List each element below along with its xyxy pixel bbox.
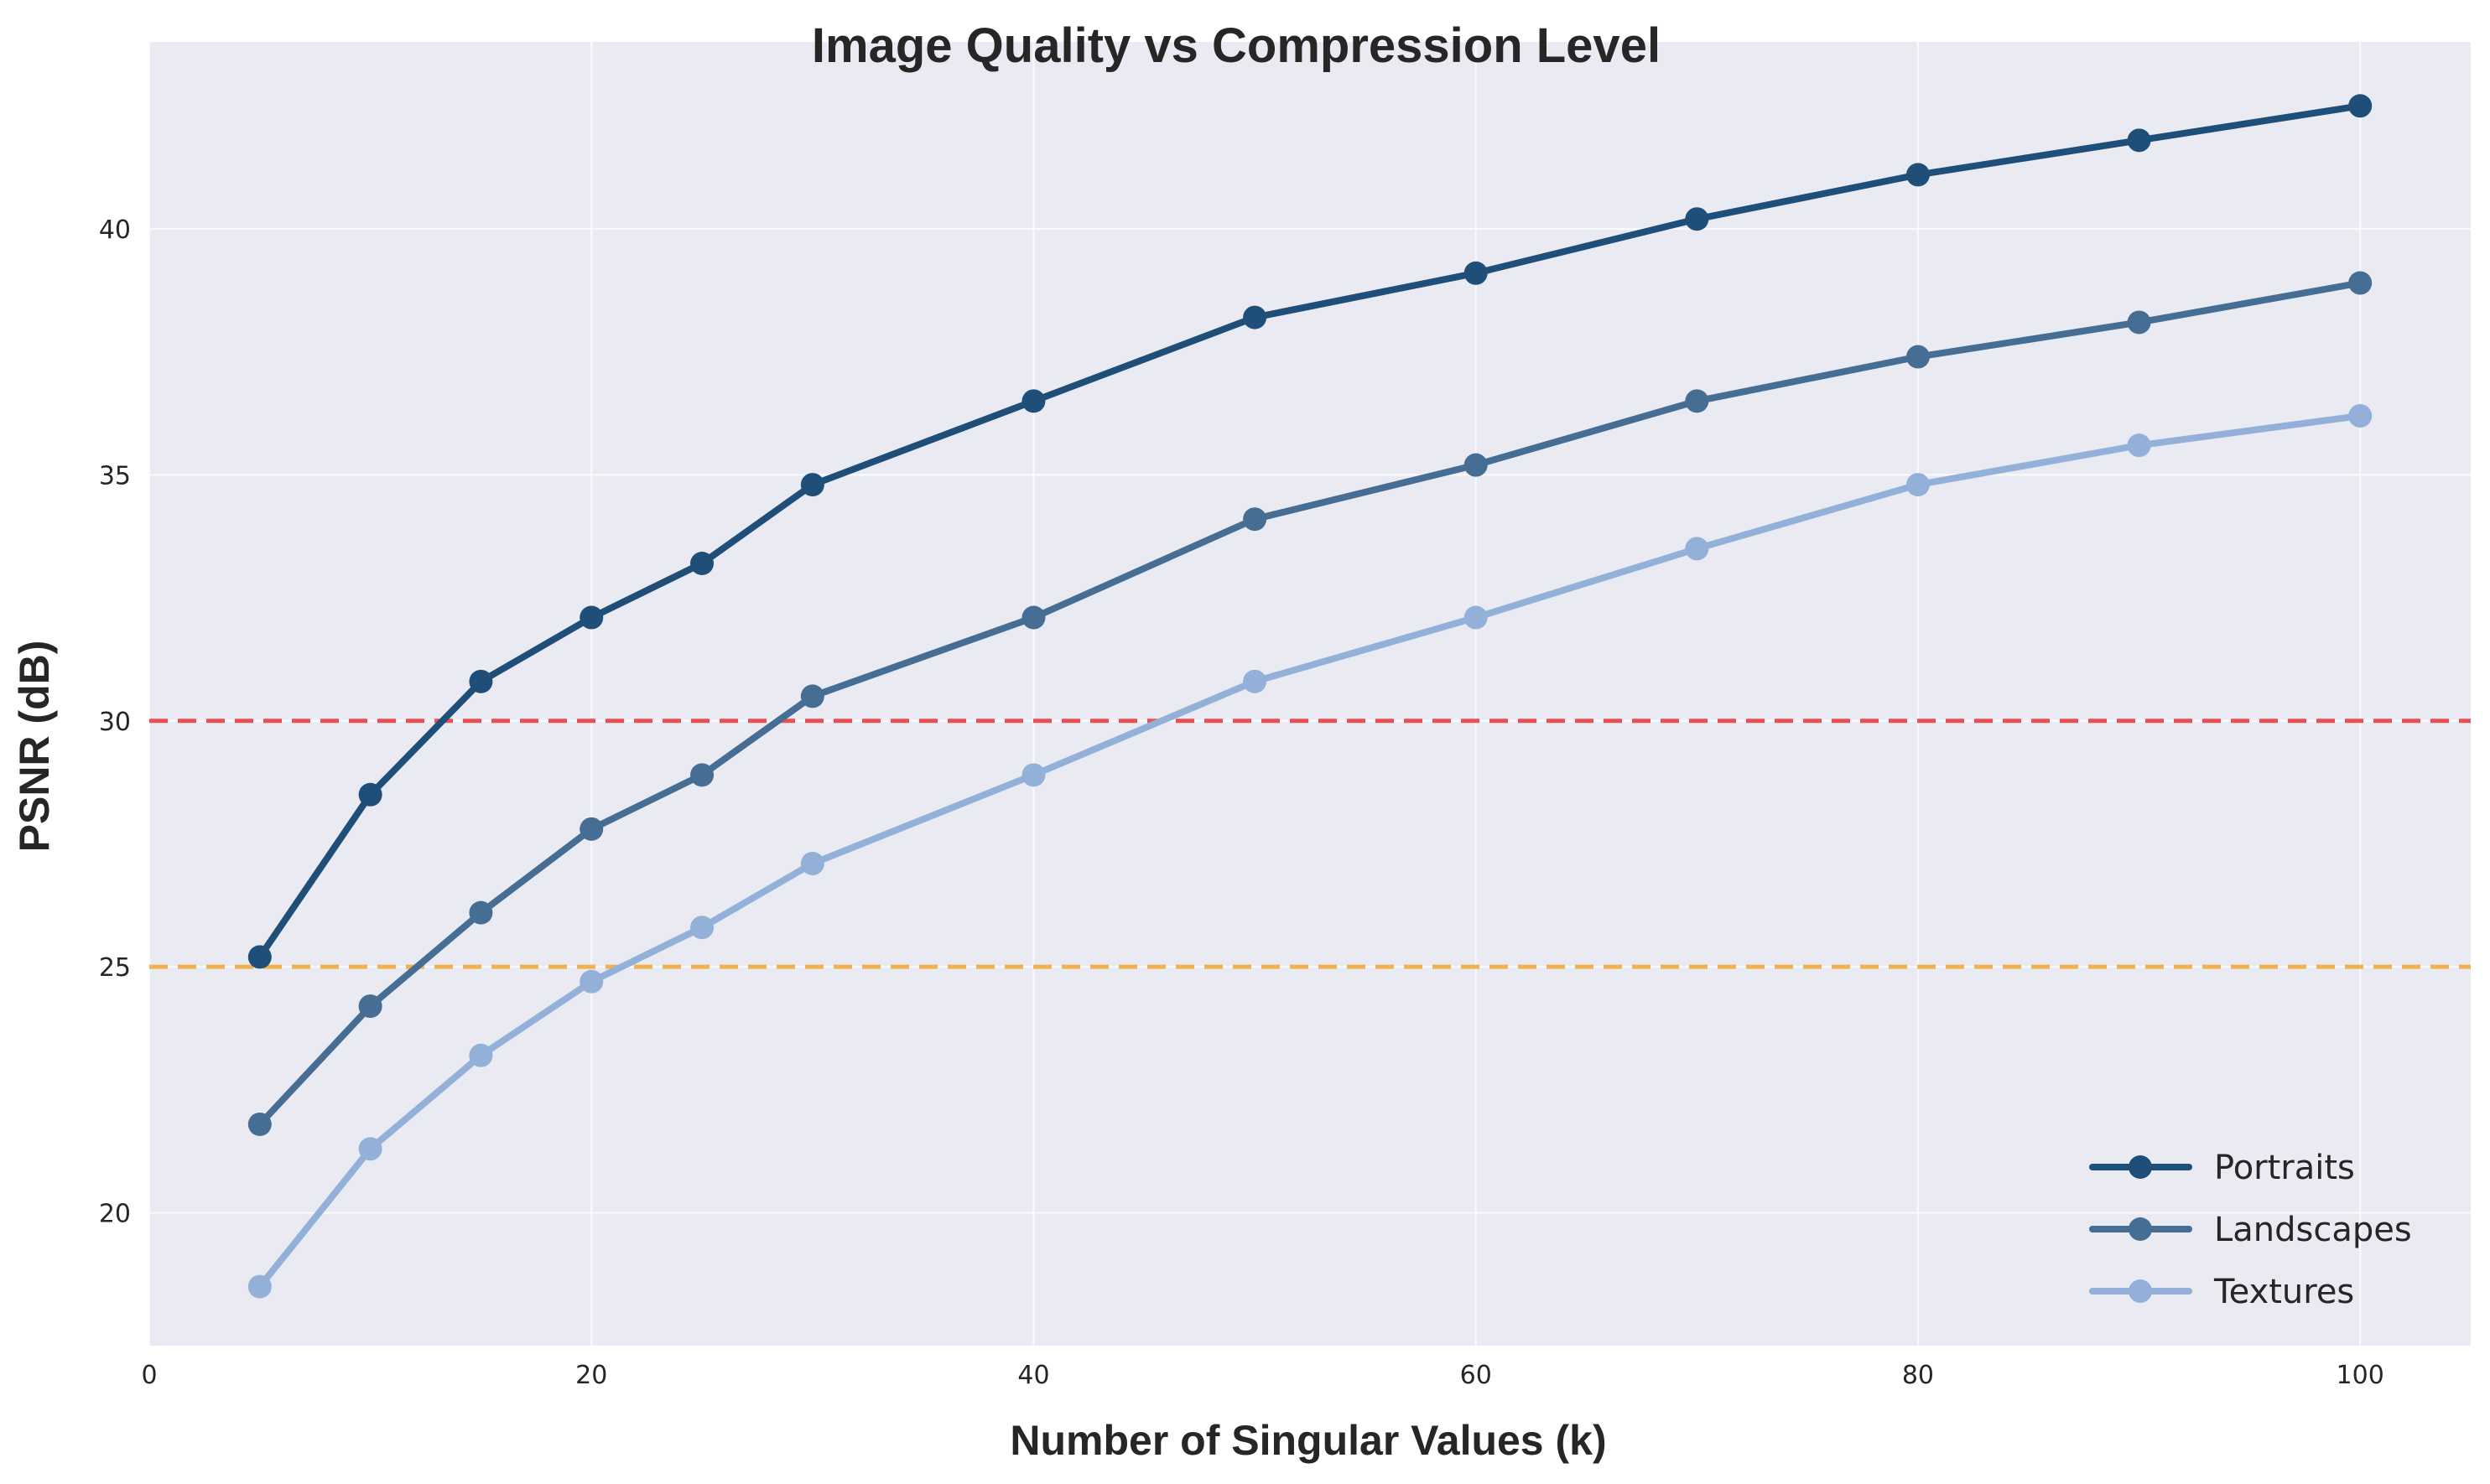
data-point bbox=[1021, 763, 1046, 787]
data-point bbox=[1463, 605, 1488, 630]
y-tick-label: 25 bbox=[99, 953, 131, 983]
legend-swatch-marker bbox=[2129, 1217, 2152, 1241]
tick-labels: 0 20 40 60 80 100 20 25 30 35 40 bbox=[99, 215, 2384, 1390]
plot-background bbox=[149, 42, 2471, 1346]
data-point bbox=[247, 945, 272, 969]
legend-swatch-marker bbox=[2129, 1279, 2152, 1303]
grid-lines bbox=[148, 42, 2471, 1346]
data-point bbox=[1905, 163, 1930, 187]
y-tick-label: 30 bbox=[99, 708, 131, 737]
data-point bbox=[247, 1112, 272, 1136]
x-axis-title: Number of Singular Values (k) bbox=[1010, 1417, 1606, 1464]
x-tick-label: 100 bbox=[2337, 1361, 2384, 1390]
data-point bbox=[2127, 128, 2151, 153]
x-tick-label: 40 bbox=[1017, 1361, 1049, 1390]
data-point bbox=[1463, 453, 1488, 477]
series-textures bbox=[247, 403, 2373, 1299]
chart-title: Image Quality vs Compression Level bbox=[812, 18, 1661, 73]
data-point bbox=[1685, 389, 1709, 413]
data-point bbox=[2348, 271, 2373, 295]
data-point bbox=[580, 817, 604, 841]
data-point bbox=[1685, 207, 1709, 231]
data-point bbox=[1905, 345, 1930, 369]
data-point bbox=[800, 851, 824, 875]
legend-label: Portraits bbox=[2214, 1149, 2355, 1187]
data-point bbox=[1243, 669, 1267, 693]
data-point bbox=[800, 473, 824, 497]
data-point bbox=[469, 1043, 493, 1067]
x-tick-label: 20 bbox=[575, 1361, 607, 1390]
data-point bbox=[800, 684, 824, 708]
data-point bbox=[2348, 94, 2373, 118]
legend-swatch-marker bbox=[2129, 1155, 2152, 1179]
data-point bbox=[690, 552, 715, 575]
data-point bbox=[358, 994, 382, 1019]
legend: Portraits Landscapes Textures bbox=[2089, 1149, 2412, 1311]
y-tick-label: 20 bbox=[99, 1200, 131, 1229]
data-point bbox=[1021, 389, 1046, 413]
data-point bbox=[1463, 261, 1488, 285]
x-tick-label: 60 bbox=[1460, 1361, 1492, 1390]
data-point bbox=[1243, 305, 1267, 329]
legend-label: Textures bbox=[2213, 1273, 2354, 1311]
data-point bbox=[1021, 605, 1046, 630]
reference-lines bbox=[149, 719, 2471, 969]
data-point bbox=[2348, 403, 2373, 428]
x-tick-label: 0 bbox=[141, 1361, 157, 1390]
data-point bbox=[690, 916, 715, 940]
legend-label: Landscapes bbox=[2214, 1211, 2412, 1249]
data-point bbox=[1905, 473, 1930, 497]
y-tick-label: 40 bbox=[99, 215, 131, 245]
y-tick-label: 35 bbox=[99, 461, 131, 490]
data-point bbox=[469, 900, 493, 925]
x-tick-label: 80 bbox=[1902, 1361, 1934, 1390]
data-point bbox=[1685, 537, 1709, 561]
data-point bbox=[2127, 433, 2151, 458]
data-point bbox=[247, 1274, 272, 1299]
data-point bbox=[469, 669, 493, 693]
data-point bbox=[1243, 507, 1267, 532]
data-point bbox=[358, 782, 382, 807]
data-point bbox=[690, 763, 715, 787]
series-landscapes bbox=[247, 271, 2373, 1136]
y-axis-title: PSNR (dB) bbox=[11, 641, 58, 853]
data-point bbox=[2127, 310, 2151, 335]
data-point bbox=[580, 969, 604, 994]
data-point bbox=[580, 605, 604, 630]
series-lines bbox=[247, 94, 2373, 1299]
data-point bbox=[358, 1137, 382, 1161]
series-portraits bbox=[247, 94, 2373, 969]
